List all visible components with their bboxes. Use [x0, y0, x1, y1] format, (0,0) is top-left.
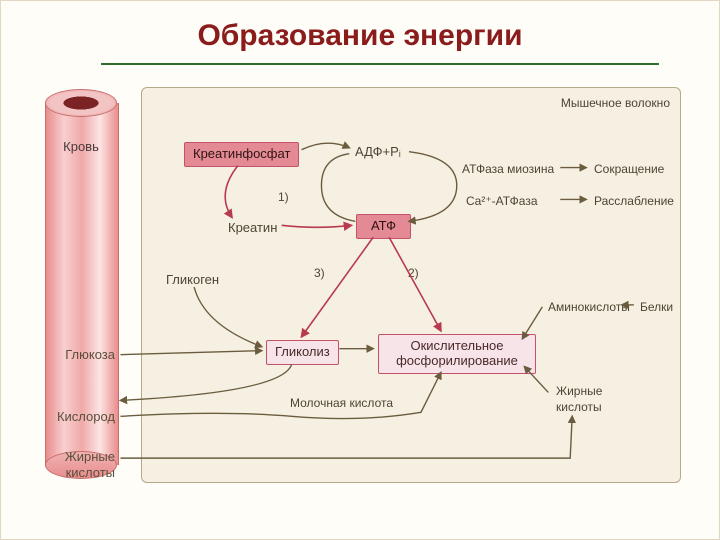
title-rule [101, 63, 659, 65]
vessel-top-cap [45, 89, 117, 117]
vessel-label: Кровь [45, 139, 117, 154]
slide: Образование энергии Кровь Глюкоза Кислор… [0, 0, 720, 540]
left-label-fatty1: Жирные [25, 449, 115, 464]
page-title: Образование энергии [1, 19, 719, 53]
left-label-fatty2: кислоты [25, 465, 115, 480]
left-label-glucose: Глюкоза [25, 347, 115, 362]
diagram-panel: Мышечное волокно Креатинфосфат Креатин А… [141, 87, 681, 483]
left-label-oxygen: Кислород [25, 409, 115, 424]
arrow-network [142, 88, 680, 482]
